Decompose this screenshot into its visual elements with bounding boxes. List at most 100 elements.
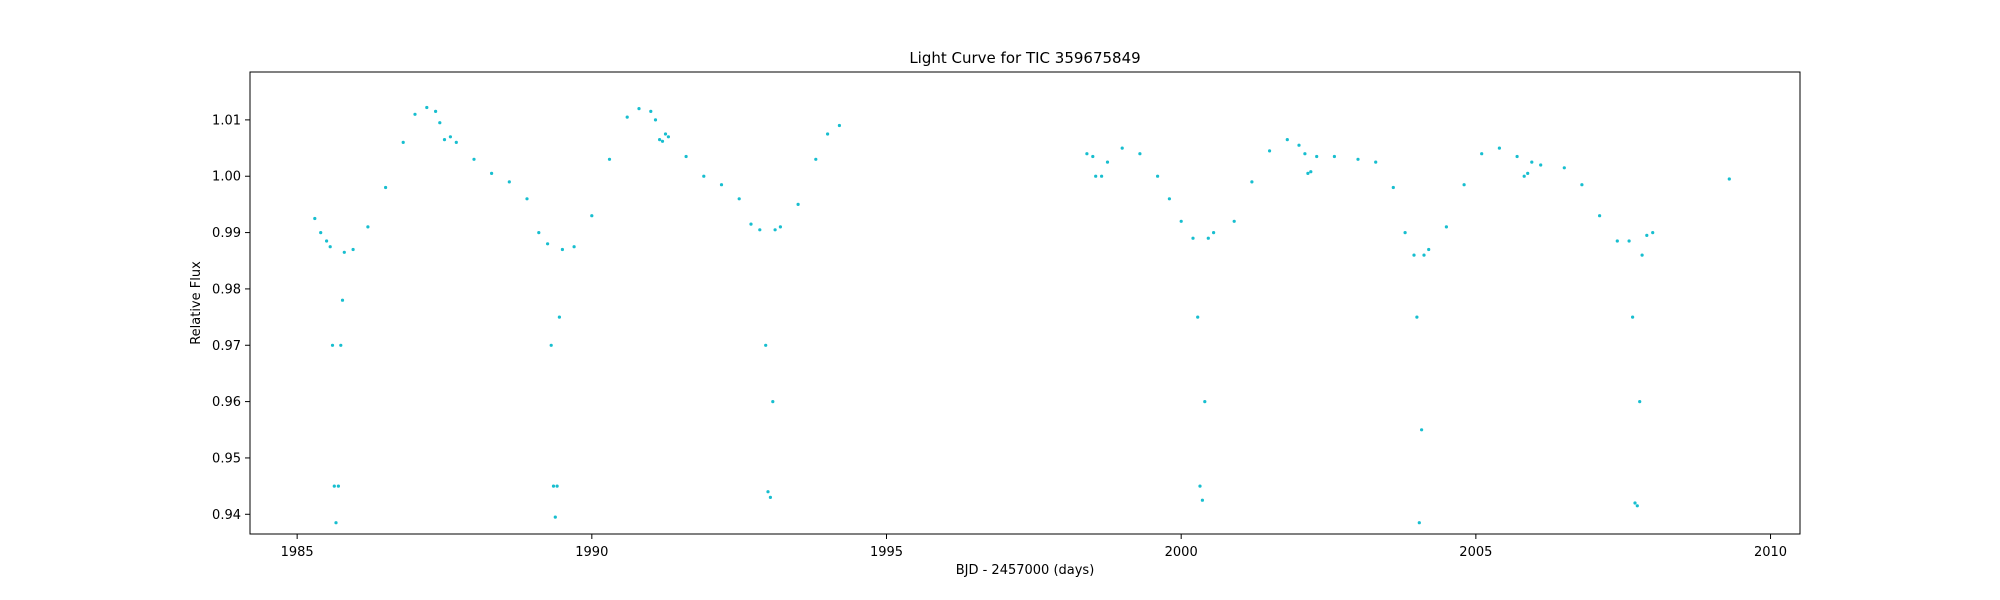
data-point xyxy=(1645,233,1649,237)
data-point xyxy=(313,216,317,221)
data-point xyxy=(1635,504,1639,508)
data-point xyxy=(1633,501,1637,505)
data-point xyxy=(660,139,665,143)
data-point xyxy=(1627,239,1631,243)
y-tick-label: 0.95 xyxy=(212,451,241,466)
data-point xyxy=(351,247,355,252)
data-point xyxy=(332,484,336,488)
data-point xyxy=(737,197,741,201)
data-point xyxy=(1462,183,1466,187)
y-tick-label: 1.00 xyxy=(212,170,241,185)
x-tick-label: 2000 xyxy=(1165,545,1198,560)
data-point xyxy=(572,245,576,249)
data-point xyxy=(773,228,777,232)
data-point xyxy=(434,109,438,113)
data-point xyxy=(1332,154,1336,159)
data-point xyxy=(1631,315,1635,319)
data-point xyxy=(525,197,529,201)
x-tick-label: 1985 xyxy=(281,545,314,560)
data-point xyxy=(1105,160,1110,164)
data-point xyxy=(1415,315,1419,319)
data-point xyxy=(1420,428,1424,432)
data-point xyxy=(637,107,641,111)
data-point xyxy=(1422,253,1426,257)
data-point xyxy=(537,231,541,235)
data-point xyxy=(454,140,458,144)
data-point xyxy=(1156,174,1160,178)
data-point xyxy=(749,222,753,226)
data-point xyxy=(1120,146,1124,150)
data-point xyxy=(551,484,556,488)
data-point xyxy=(413,112,417,116)
x-tick-label: 1995 xyxy=(870,545,903,560)
data-point xyxy=(1374,160,1378,164)
data-point xyxy=(778,225,783,229)
data-point xyxy=(1091,154,1095,159)
data-point xyxy=(1085,152,1089,156)
data-point xyxy=(1412,253,1416,257)
data-point xyxy=(490,171,494,175)
data-point xyxy=(1315,154,1319,159)
data-point xyxy=(1497,146,1501,150)
data-point xyxy=(702,174,706,178)
data-point xyxy=(342,250,346,254)
data-point xyxy=(557,315,562,319)
data-point xyxy=(1562,166,1566,170)
data-point xyxy=(339,343,343,347)
data-point xyxy=(758,228,762,232)
data-point xyxy=(1403,231,1407,235)
data-point xyxy=(684,154,688,159)
data-point xyxy=(653,118,658,122)
data-point xyxy=(1580,183,1584,187)
data-point xyxy=(1303,152,1307,156)
data-point xyxy=(425,105,429,110)
data-point xyxy=(1539,163,1543,167)
y-tick-label: 0.96 xyxy=(212,395,241,410)
data-point xyxy=(814,157,818,161)
data-point xyxy=(507,180,511,184)
data-point xyxy=(366,225,370,229)
data-point xyxy=(764,343,768,347)
data-point xyxy=(334,521,338,525)
data-point xyxy=(1138,152,1142,156)
data-point xyxy=(1444,225,1448,229)
y-axis: 0.94 0.95 0.96 0.97 0.98 0.99 1.00 1.01 xyxy=(212,113,250,523)
data-point xyxy=(328,245,332,249)
data-point xyxy=(325,239,329,243)
data-point xyxy=(771,400,775,404)
x-tick-label: 2005 xyxy=(1459,545,1492,560)
data-point xyxy=(796,202,800,206)
data-point xyxy=(766,490,770,494)
data-point xyxy=(826,132,830,136)
data-point xyxy=(553,515,557,519)
data-point xyxy=(472,157,476,161)
data-point xyxy=(649,109,653,113)
data-point xyxy=(1480,152,1484,156)
plot-area-frame xyxy=(249,71,1801,535)
data-point xyxy=(666,135,671,139)
data-point xyxy=(1530,160,1534,164)
data-point xyxy=(438,121,442,125)
data-point xyxy=(1250,180,1254,184)
data-point xyxy=(1615,239,1619,243)
data-point xyxy=(1167,197,1171,201)
data-point xyxy=(719,183,724,187)
y-tick-label: 1.01 xyxy=(212,113,241,128)
data-point xyxy=(1522,174,1526,178)
data-points xyxy=(313,105,1731,525)
data-point xyxy=(1179,219,1183,223)
data-point xyxy=(560,247,565,252)
data-point xyxy=(1598,214,1602,218)
data-point xyxy=(340,298,345,302)
data-point xyxy=(1100,174,1104,178)
data-point xyxy=(448,135,452,139)
data-point xyxy=(1515,154,1519,159)
y-axis-label: Relative Flux xyxy=(189,261,204,345)
data-point xyxy=(1196,315,1200,319)
data-point xyxy=(1191,236,1195,240)
x-tick-label: 1990 xyxy=(575,545,608,560)
data-point xyxy=(336,484,340,488)
data-point xyxy=(1417,521,1421,525)
data-point xyxy=(1206,236,1210,240)
